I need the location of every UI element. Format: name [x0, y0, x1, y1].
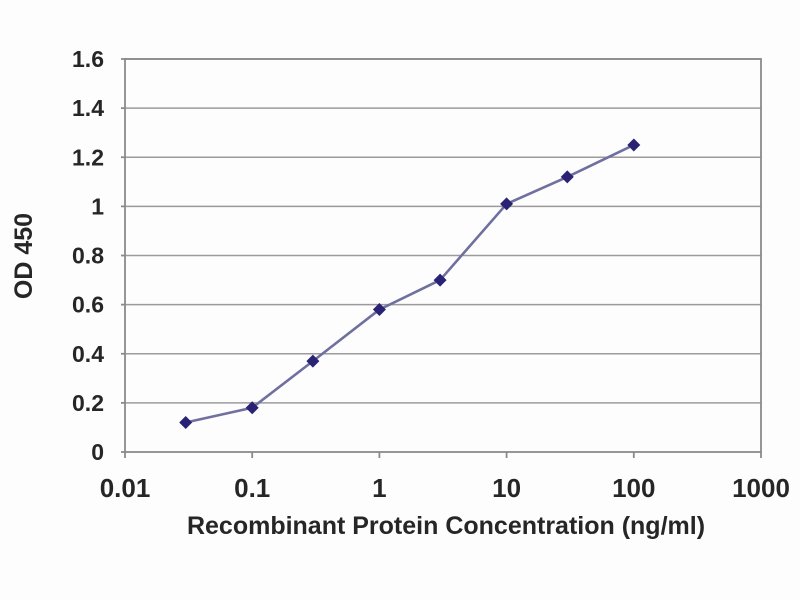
y-tick-label: 0.8 — [72, 243, 104, 269]
y-tick-label: 0.4 — [72, 341, 104, 367]
data-point-marker — [372, 303, 386, 317]
data-point-marker — [245, 401, 259, 415]
data-point-marker — [500, 197, 514, 211]
data-point-marker — [306, 354, 320, 368]
x-tick-label: 1 — [372, 473, 386, 503]
x-tick-label: 100 — [612, 473, 655, 503]
x-axis-title: Recombinant Protein Concentration (ng/ml… — [187, 512, 705, 540]
chart-plot-group: 0.01 0.1 1 10 100 1000 0 0.2 0.4 0.6 0.8 1 1.2 1.4 1.6 — [72, 46, 790, 503]
y-tick-label: 0.6 — [72, 292, 104, 318]
x-tick-label: 10 — [492, 473, 521, 503]
y-tick-label: 1 — [91, 193, 104, 219]
x-tick-label: 1000 — [732, 473, 790, 503]
y-tick-label: 1.4 — [72, 95, 104, 121]
y-axis-title: OD 450 — [10, 213, 38, 299]
data-point-marker — [179, 416, 193, 430]
y-tick-label: 0.2 — [72, 390, 104, 416]
y-tick-label: 1.6 — [72, 46, 104, 72]
data-line — [184, 143, 636, 424]
data-point-marker — [627, 138, 641, 152]
y-tick-label: 0 — [91, 439, 104, 465]
y-tick-label: 1.2 — [72, 144, 104, 170]
data-point-marker — [560, 170, 574, 184]
x-tick-label: 0.01 — [100, 473, 151, 503]
data-point-marker — [433, 273, 447, 287]
x-tick-label: 0.1 — [234, 473, 270, 503]
